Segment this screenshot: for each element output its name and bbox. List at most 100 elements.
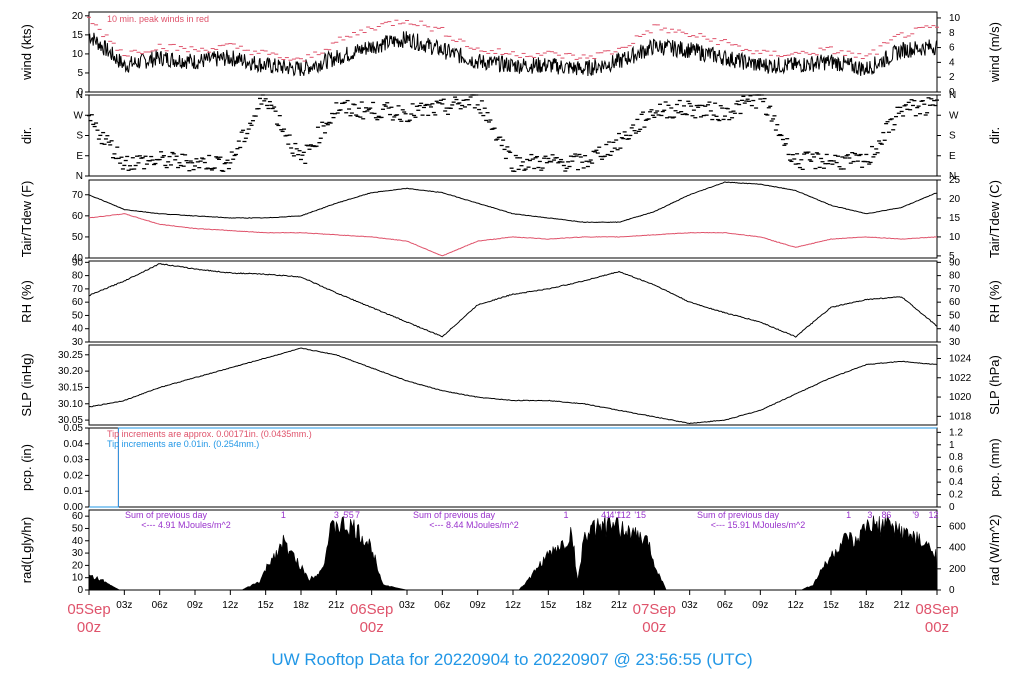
panel-frame	[88, 344, 938, 426]
daily-sum-value: <--- 15.91 MJoules/m^2	[711, 520, 806, 530]
ytick-label-right: 50	[949, 310, 961, 321]
hour-mark: 1	[606, 510, 611, 520]
ytick-label-right: 0	[949, 502, 955, 513]
xtick-label: 12z	[788, 600, 804, 611]
date-label: 07Sep	[633, 601, 676, 618]
ytick-label-left: 90	[72, 257, 84, 268]
time-axis: 03z 06z 09z 12z 15z 18z 21z 03z 06z 09z 12z 15z 18z 2…	[67, 590, 959, 636]
ytick-label-right: 1024	[949, 353, 972, 364]
ytick-label-left: 0	[77, 585, 83, 596]
xtick-label: 21z	[328, 600, 344, 611]
panel-rad: rad(Lgly/hr) rad (W/m^2)01020304050600200…	[19, 509, 1002, 596]
date-label: 08Sep	[915, 601, 958, 618]
xtick-label: 21z	[894, 600, 910, 611]
date-time-label: 00z	[77, 619, 101, 636]
ytick-label-right: 0.4	[949, 477, 963, 488]
daily-sum-value: <--- 4.91 MJoules/m^2	[141, 520, 231, 530]
ytick-label-left: 50	[72, 232, 84, 243]
xtick-label: 15z	[540, 600, 556, 611]
ytick-label-left: 15	[72, 30, 84, 41]
ylabel-left: Tair/Tdew (F)	[19, 181, 34, 258]
ytick-label-right: 1022	[949, 373, 972, 384]
ytick-label-right: 80	[949, 271, 961, 282]
panel-pcp: pcp. (in) pcp. (mm) 0.00 0.01 0.02 0.03 0.04 0.…	[19, 423, 1002, 513]
ytick-label-right: 6	[949, 43, 955, 54]
ylabel-left: RH (%)	[19, 280, 34, 323]
hour-mark: 3	[334, 510, 339, 520]
ytick-label-right: 90	[949, 257, 961, 268]
ytick-label-right: 0.6	[949, 465, 963, 476]
daily-sum-value: <--- 8.44 MJoules/m^2	[429, 520, 519, 530]
ytick-label-left: 0.00	[64, 502, 84, 513]
ytick-label-left: 0.01	[64, 486, 84, 497]
panel-wind: wind (kts) wind (m/s) 0 5 10 15 20 0 2 4 6 8 10 10 mi…	[19, 11, 1002, 98]
ytick-label-left: 0.05	[64, 423, 84, 434]
date-time-label: 00z	[360, 619, 384, 636]
ytick-label-left: 60	[72, 511, 84, 522]
hour-mark: 1	[281, 510, 286, 520]
series-line	[88, 347, 938, 425]
xtick-label: 15z	[258, 600, 274, 611]
ytick-label-right: 1020	[949, 392, 972, 403]
ytick-label-right: 70	[949, 284, 961, 295]
ytick-label-right: S	[949, 131, 956, 142]
xtick-label: 18z	[858, 600, 874, 611]
hour-mark: 6	[886, 510, 891, 520]
ytick-label-right: W	[949, 110, 959, 121]
ytick-label-left: 30	[72, 548, 84, 559]
date-time-label: 00z	[925, 619, 949, 636]
hour-mark: 7	[355, 510, 360, 520]
ytick-label-left: 30	[72, 337, 84, 348]
ytick-label-left: 70	[72, 284, 84, 295]
ylabel-right: Tair/Tdew (C)	[987, 180, 1002, 258]
hour-mark: 4	[601, 510, 606, 520]
hour-mark: 1	[846, 510, 851, 520]
ytick-label-left: 0.04	[64, 439, 84, 450]
ytick-label-left: 10	[72, 573, 84, 584]
xtick-label: 06z	[152, 600, 168, 611]
ytick-label-right: 5	[949, 251, 955, 262]
xtick-label: 12z	[505, 600, 521, 611]
ytick-label-right: 400	[949, 543, 966, 554]
ytick-label-right: 0.8	[949, 452, 963, 463]
ytick-label-right: 1	[949, 440, 955, 451]
ytick-label-left: 5	[77, 68, 83, 79]
series-line-tair	[88, 181, 938, 223]
ytick-label-left: 50	[72, 523, 84, 534]
xtick-label: 03z	[682, 600, 698, 611]
date-label: 06Sep	[350, 601, 393, 618]
ytick-label-left: N	[76, 171, 83, 182]
figure-title: UW Rooftop Data for 20220904 to 20220907…	[271, 650, 752, 669]
daily-sum-heading: Sum of previous day	[125, 510, 208, 520]
ytick-label-right: 2	[949, 72, 955, 83]
hour-mark: 5	[343, 510, 348, 520]
ytick-label-right: N	[949, 90, 956, 101]
date-label: 05Sep	[67, 601, 110, 618]
xtick-label: 06z	[717, 600, 733, 611]
ytick-label-left: 0	[77, 87, 83, 98]
xtick-label: 12z	[222, 600, 238, 611]
panel-frame	[88, 11, 938, 93]
ylabel-left: wind (kts)	[19, 24, 34, 81]
ytick-label-right: 4	[949, 57, 955, 68]
xtick-label: 09z	[752, 600, 768, 611]
hour-mark: '12	[619, 510, 631, 520]
panel-frame	[88, 260, 938, 343]
series-line-tdew	[88, 213, 938, 257]
ytick-label-right: 40	[949, 324, 961, 335]
ytick-label-left: 40	[72, 253, 84, 264]
xtick-label: 09z	[470, 600, 486, 611]
panel-rh: RH (%) RH (%) 30 40 50 60 70 80 90 30 40 50 60 70 80 90	[19, 257, 1002, 348]
panel-annotation: 10 min. peak winds in red	[107, 14, 209, 24]
hour-mark: 4	[609, 510, 614, 520]
daily-sum-heading: Sum of previous day	[697, 510, 780, 520]
ylabel-left: SLP (inHg)	[19, 353, 34, 416]
ytick-label-left: S	[76, 131, 83, 142]
ytick-label-left: 20	[72, 11, 84, 22]
xtick-label: 18z	[293, 600, 309, 611]
panel-temp: Tair/Tdew (F) Tair/Tdew (C) 40 50 60 70 5 10 15 2…	[19, 175, 1002, 264]
hour-mark: 3	[867, 510, 872, 520]
hour-mark: '15	[634, 510, 646, 520]
hour-mark: 1	[563, 510, 568, 520]
